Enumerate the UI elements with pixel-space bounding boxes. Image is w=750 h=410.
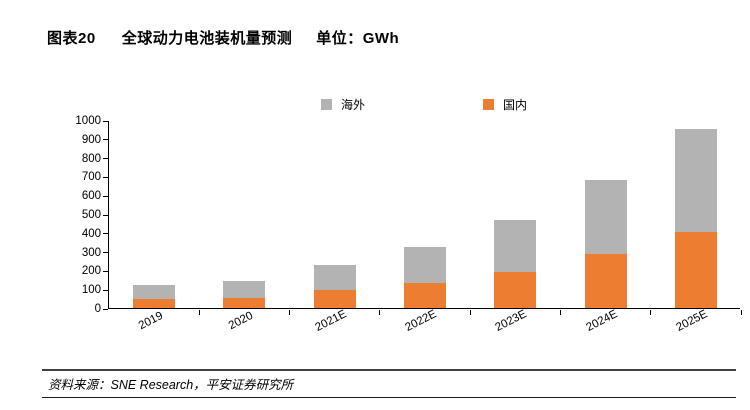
- y-axis-label: 900: [81, 133, 101, 146]
- x-axis-tick: [379, 309, 381, 315]
- legend-label-overseas: 海外: [340, 98, 365, 112]
- source-note: 资料来源：SNE Research，平安证券研究所: [42, 369, 736, 398]
- bar-segment-overseas: [223, 280, 266, 298]
- x-axis-tick: [469, 309, 471, 315]
- y-axis-label: 200: [81, 265, 101, 278]
- bar-segment-domestic: [674, 231, 717, 308]
- x-axis-tick: [289, 309, 291, 315]
- plot-area: 0 100 200 300 400 500 600 700 800 900 1000 2019 2020…: [75, 115, 742, 334]
- y-axis-tick: [102, 195, 108, 197]
- y-axis-tick: [102, 176, 108, 178]
- y-axis-tick: [102, 308, 108, 310]
- y-axis-tick: [102, 270, 108, 272]
- bar-segment-overseas: [674, 129, 717, 232]
- y-axis-tick: [102, 120, 108, 122]
- bar-group-2022E: 2022E: [380, 121, 470, 334]
- stacked-bar: [133, 285, 176, 308]
- bar-segment-domestic: [403, 282, 446, 308]
- legend-item-overseas: 海外: [320, 96, 365, 113]
- bar-segment-overseas: [403, 246, 446, 283]
- x-axis-label: 2021E: [313, 308, 349, 334]
- legend-label-domestic: 国内: [503, 98, 528, 112]
- y-axis-label: 1000: [75, 115, 101, 127]
- x-axis-label: 2024E: [584, 308, 620, 334]
- bar-segment-overseas: [584, 180, 627, 254]
- unit-label: 单位：GWh: [316, 30, 400, 47]
- y-axis-label: 400: [81, 227, 101, 240]
- bar-segment-domestic: [584, 253, 627, 308]
- y-axis-label: 800: [81, 152, 101, 165]
- y-axis-tick: [102, 252, 108, 254]
- bar-group-2019: 2019: [109, 121, 199, 332]
- bar-segment-overseas: [133, 285, 176, 299]
- legend-item-domestic: 国内: [483, 96, 527, 113]
- y-axis-label: 300: [81, 246, 101, 259]
- x-axis-tick: [559, 309, 561, 315]
- bar-segment-overseas: [494, 219, 537, 273]
- bar-segment-domestic: [494, 272, 537, 308]
- y-axis-tick: [102, 214, 108, 216]
- stacked-bar: [674, 129, 717, 308]
- figure-number: 图表20: [47, 30, 96, 47]
- y-axis-tick: [102, 233, 108, 235]
- y-axis-label: 600: [81, 190, 101, 203]
- stacked-bar: [223, 280, 266, 308]
- bar-group-2024E: 2024E: [560, 121, 650, 334]
- y-axis-label: 500: [81, 209, 101, 221]
- y-axis-label: 700: [81, 171, 101, 184]
- x-axis-label: 2023E: [493, 308, 529, 334]
- y-axis-tick: [102, 158, 108, 160]
- stacked-bar: [494, 219, 537, 308]
- figure-title: 全球动力电池装机量预测: [121, 30, 293, 47]
- chart-title: 图表20 全球动力电池装机量预测 单位：GWh: [47, 27, 399, 48]
- stacked-bar: [403, 246, 446, 308]
- bar-group-2020: 2020: [199, 121, 289, 332]
- stacked-bar: [584, 180, 627, 308]
- x-axis-label: 2020: [227, 309, 256, 333]
- x-axis-label: 2025E: [674, 308, 710, 334]
- y-axis-label: 100: [81, 284, 101, 297]
- x-axis-tick: [650, 309, 652, 315]
- chart-legend: 海外 国内: [108, 96, 740, 113]
- x-axis-tick: [740, 309, 742, 315]
- bar-group-2023E: 2023E: [470, 121, 560, 334]
- x-axis-label: 2022E: [403, 308, 439, 334]
- y-axis-tick: [102, 289, 108, 291]
- bar-group-2025E: 2025E: [651, 121, 741, 334]
- stacked-bar: [313, 264, 356, 308]
- bar-segment-overseas: [313, 264, 356, 291]
- overseas-swatch-icon: [320, 99, 332, 110]
- y-axis-tick: [102, 139, 108, 141]
- bar-segment-domestic: [133, 298, 176, 308]
- x-axis-tick: [198, 309, 200, 315]
- bar-group-2021E: 2021E: [290, 121, 380, 334]
- y-axis-label: 0: [94, 303, 101, 315]
- bar-segment-domestic: [223, 297, 266, 308]
- bar-segment-domestic: [313, 290, 356, 308]
- x-axis-label: 2019: [136, 309, 166, 333]
- domestic-swatch-icon: [483, 99, 494, 110]
